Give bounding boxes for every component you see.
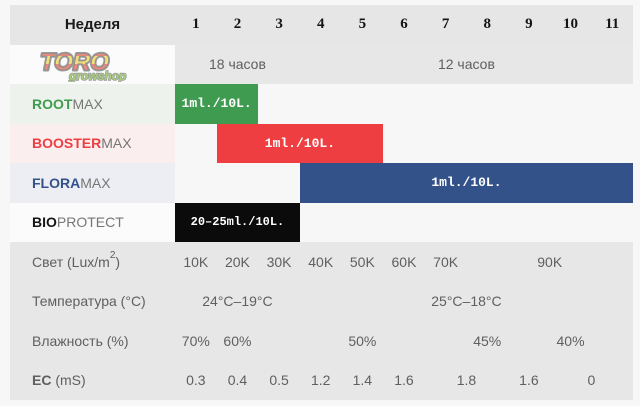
svg-text:growshop: growshop bbox=[68, 69, 126, 82]
